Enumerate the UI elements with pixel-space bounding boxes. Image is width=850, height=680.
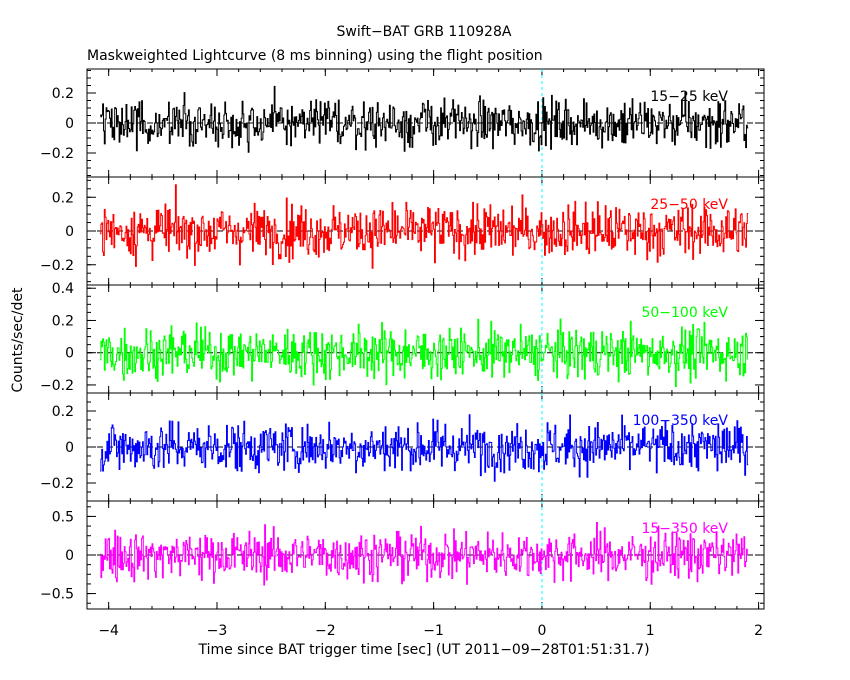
x-tick-label: −4 (98, 623, 119, 639)
x-tick-label: 1 (646, 623, 655, 639)
y-tick-label: 0.4 (52, 281, 74, 297)
y-tick-label: −0.2 (40, 378, 74, 394)
x-tick-label: −2 (315, 623, 336, 639)
y-tick-label: −0.5 (40, 587, 74, 603)
y-tick-label: 0 (65, 224, 74, 240)
y-tick-label: 0.5 (52, 509, 74, 525)
chart-subtitle: Maskweighted Lightcurve (8 ms binning) u… (87, 48, 543, 64)
x-tick-label: −1 (423, 623, 444, 639)
y-axis-label: Counts/sec/det (10, 287, 26, 392)
x-tick-label: 0 (537, 623, 546, 639)
lightcurve-series (100, 184, 749, 269)
panel-3: 0.4 0.2 0 −0.2 50−100 keV (40, 281, 765, 394)
panel-2: 0.2 0 −0.2 25−50 keV (40, 176, 765, 286)
chart-title: Swift−BAT GRB 110928A (337, 24, 512, 40)
lightcurve-series (100, 85, 749, 153)
energy-band-label: 15−350 keV (641, 521, 728, 537)
x-tick-label: −3 (207, 623, 228, 639)
energy-band-label: 25−50 keV (650, 197, 728, 213)
y-tick-label: −0.2 (40, 476, 74, 492)
y-tick-label: 0.2 (52, 404, 74, 420)
lightcurve-series (100, 414, 749, 482)
y-tick-label: −0.2 (40, 258, 74, 274)
lightcurve-series (100, 522, 749, 586)
y-tick-label: 0.2 (52, 190, 74, 206)
y-tick-label: 0.2 (52, 313, 74, 329)
x-axis-label: Time since BAT trigger time [sec] (UT 20… (197, 642, 649, 658)
y-tick-label: 0 (65, 440, 74, 456)
energy-band-label: 100−350 keV (633, 413, 729, 429)
energy-band-label: 15−25 keV (650, 89, 728, 105)
y-tick-label: 0 (65, 346, 74, 362)
energy-band-label: 50−100 keV (641, 305, 728, 321)
y-tick-label: 0.2 (52, 86, 74, 102)
panel-4: 0.2 0 −0.2 100−350 keV (40, 392, 765, 502)
lightcurve-series (100, 318, 749, 387)
y-tick-label: −0.2 (40, 146, 74, 162)
x-tick-label: 2 (754, 623, 763, 639)
panel-1: 0.2 0 −0.2 15−25 keV (40, 68, 765, 178)
y-tick-label: 0 (65, 548, 74, 564)
y-tick-label: 0 (65, 116, 74, 132)
panel-5: 0.5 0 −0.5 15−350 keV −4 −3 −2 −1 0 1 2 (40, 500, 765, 639)
